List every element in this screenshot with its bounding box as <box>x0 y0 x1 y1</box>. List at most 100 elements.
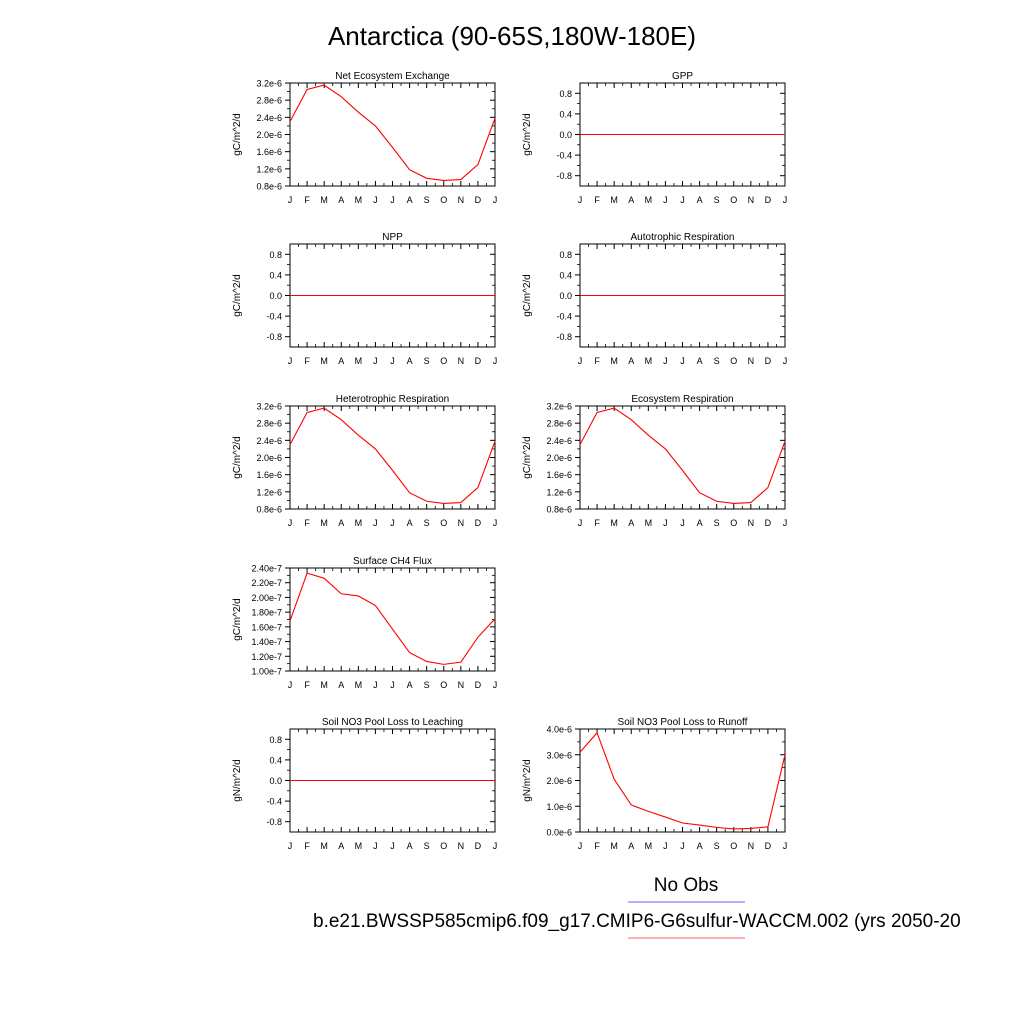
y-axis-label: gC/m^2/d <box>522 436 533 479</box>
x-tick-label: A <box>407 195 413 205</box>
x-tick-label: D <box>765 518 772 528</box>
x-tick-label: S <box>714 518 720 528</box>
x-tick-label: S <box>714 841 720 851</box>
panel-title: Soil NO3 Pool Loss to Runoff <box>618 717 748 728</box>
x-tick-label: S <box>424 195 430 205</box>
x-tick-label: M <box>355 195 363 205</box>
y-tick-label: 0.8 <box>269 250 282 260</box>
x-tick-label: M <box>645 518 653 528</box>
x-tick-label: M <box>355 680 363 690</box>
y-tick-label: -0.8 <box>556 332 572 342</box>
y-tick-label: 0.4 <box>559 270 572 280</box>
x-tick-label: A <box>338 195 344 205</box>
y-tick-label: 2.8e-6 <box>256 419 282 429</box>
series-line <box>289 407 496 504</box>
y-tick-label: 2.20e-7 <box>251 578 282 588</box>
y-axis-label: gN/m^2/d <box>522 759 533 802</box>
x-tick-label: M <box>645 841 653 851</box>
x-tick-label: N <box>458 680 465 690</box>
x-tick-label: O <box>730 195 737 205</box>
x-tick-label: N <box>748 518 755 528</box>
y-tick-label: -0.8 <box>266 817 282 827</box>
panel-8: Soil NO3 Pool Loss to Leaching gN/m^2/d J F… <box>232 717 497 851</box>
panel-title: Surface CH4 Flux <box>353 556 432 567</box>
y-tick-label: 3.2e-6 <box>256 402 282 412</box>
y-tick-label: 1.20e-7 <box>251 652 282 662</box>
y-tick-label: 2.40e-7 <box>251 564 282 574</box>
plot-frame <box>579 405 786 510</box>
plot-frame <box>289 405 496 510</box>
y-tick-label: 0.4 <box>269 755 282 765</box>
x-tick-label: J <box>663 841 668 851</box>
x-tick-label: M <box>610 356 618 366</box>
y-tick-label: 1.2e-6 <box>256 164 282 174</box>
x-tick-label: M <box>645 356 653 366</box>
x-tick-label: M <box>320 841 328 851</box>
x-tick-label: A <box>407 841 413 851</box>
x-tick-label: A <box>697 841 703 851</box>
x-tick-label: J <box>493 680 498 690</box>
x-tick-label: F <box>304 195 310 205</box>
panel-title: GPP <box>672 71 693 82</box>
series-line <box>289 84 496 181</box>
x-tick-label: J <box>680 356 685 366</box>
y-tick-label: 0.4 <box>559 109 572 119</box>
x-tick-label: O <box>730 518 737 528</box>
x-tick-label: S <box>714 356 720 366</box>
x-tick-label: F <box>304 356 310 366</box>
x-tick-label: N <box>748 841 755 851</box>
y-tick-label: 1.0e-6 <box>546 802 572 812</box>
y-tick-label: 2.00e-7 <box>251 593 282 603</box>
legend-label-obs: No Obs <box>654 875 718 896</box>
series-line <box>579 731 786 830</box>
y-tick-label: 0.8 <box>269 735 282 745</box>
x-tick-label: J <box>288 841 293 851</box>
series-line <box>289 572 496 665</box>
x-tick-label: J <box>680 195 685 205</box>
x-tick-label: N <box>458 195 465 205</box>
panel-title: Net Ecosystem Exchange <box>335 71 450 82</box>
y-tick-label: 0.0 <box>559 291 572 301</box>
x-tick-label: A <box>407 680 413 690</box>
x-tick-label: J <box>783 195 788 205</box>
x-tick-label: M <box>610 841 618 851</box>
x-tick-label: J <box>578 518 583 528</box>
x-tick-label: M <box>355 841 363 851</box>
x-tick-label: J <box>390 195 395 205</box>
x-tick-label: J <box>783 841 788 851</box>
x-tick-label: F <box>304 518 310 528</box>
y-axis-label: gC/m^2/d <box>232 598 243 641</box>
y-tick-label: -0.8 <box>556 171 572 181</box>
x-tick-label: J <box>493 356 498 366</box>
x-tick-label: J <box>663 518 668 528</box>
plot-frame <box>289 567 496 672</box>
x-tick-label: A <box>628 518 634 528</box>
y-tick-label: 0.0 <box>269 291 282 301</box>
series-line <box>579 407 786 504</box>
x-tick-label: J <box>783 356 788 366</box>
y-tick-label: 1.6e-6 <box>256 470 282 480</box>
x-tick-label: A <box>697 195 703 205</box>
x-tick-label: J <box>373 518 378 528</box>
x-tick-label: O <box>440 195 447 205</box>
x-tick-label: J <box>680 518 685 528</box>
x-tick-label: N <box>748 195 755 205</box>
x-tick-label: O <box>440 680 447 690</box>
x-tick-label: M <box>320 680 328 690</box>
x-tick-label: J <box>373 841 378 851</box>
x-tick-label: N <box>748 356 755 366</box>
x-tick-label: A <box>407 356 413 366</box>
y-axis-label: gC/m^2/d <box>232 274 243 317</box>
x-tick-label: A <box>628 356 634 366</box>
y-tick-label: 2.4e-6 <box>256 113 282 123</box>
y-tick-label: -0.4 <box>266 797 282 807</box>
x-tick-label: A <box>338 841 344 851</box>
y-tick-label: 2.4e-6 <box>256 436 282 446</box>
x-tick-label: N <box>458 518 465 528</box>
x-tick-label: D <box>765 841 772 851</box>
x-tick-label: J <box>288 680 293 690</box>
panel-title: Autotrophic Respiration <box>631 232 735 243</box>
